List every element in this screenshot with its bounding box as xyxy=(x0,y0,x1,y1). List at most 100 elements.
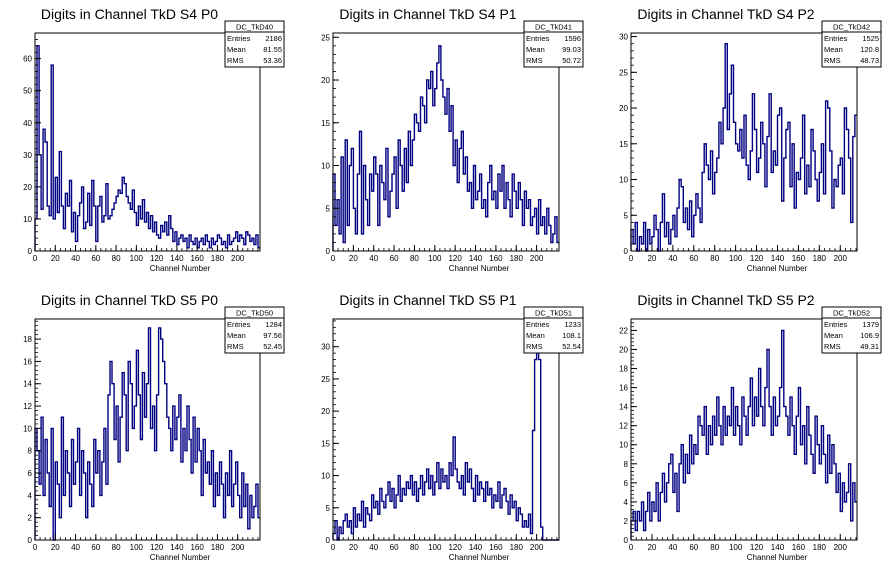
y-tick-label: 20 xyxy=(321,407,330,416)
x-tick-label: 200 xyxy=(530,254,544,263)
x-tick-label: 160 xyxy=(489,254,503,263)
x-tick-label: 60 xyxy=(689,254,698,263)
x-tick-label: 100 xyxy=(428,543,442,552)
histogram-series xyxy=(332,320,559,541)
y-tick-label: 4 xyxy=(624,498,629,507)
y-tick-label: 15 xyxy=(321,439,330,448)
y-tick-label: 0 xyxy=(624,536,629,545)
x-axis-label: Channel Number xyxy=(747,264,808,273)
x-tick-label: 180 xyxy=(211,543,225,552)
stats-name: DC_TkD52 xyxy=(833,309,870,318)
x-tick-label: 120 xyxy=(448,543,462,552)
y-tick-label: 20 xyxy=(321,76,330,85)
y-tick-label: 25 xyxy=(619,68,628,77)
x-tick-label: 180 xyxy=(813,254,827,263)
y-tick-label: 6 xyxy=(624,479,629,488)
x-tick-label: 60 xyxy=(390,254,399,263)
stats-value-mean: 97.56 xyxy=(263,331,282,340)
stats-value-mean: 108.1 xyxy=(562,331,581,340)
y-tick-label: 15 xyxy=(619,140,628,149)
x-tick-label: 20 xyxy=(51,543,60,552)
y-tick-label: 8 xyxy=(624,460,629,469)
histogram-panel-1: Digits in Channel TkD S4 P10 20 40 60 80 100 1… xyxy=(321,6,584,273)
x-tick-label: 200 xyxy=(530,543,544,552)
x-tick-label: 0 xyxy=(33,254,38,263)
x-tick-label: 40 xyxy=(71,254,80,263)
stats-key-entries: Entries xyxy=(227,34,251,43)
stats-value-rms: 52.54 xyxy=(562,342,581,351)
x-tick-label: 180 xyxy=(211,254,225,263)
y-tick-label: 30 xyxy=(23,151,32,160)
stats-value-entries: 1379 xyxy=(862,320,879,329)
stats-value-mean: 81.55 xyxy=(263,45,282,54)
y-tick-label: 30 xyxy=(619,33,628,42)
x-tick-label: 80 xyxy=(710,543,719,552)
y-tick-label: 5 xyxy=(326,504,331,513)
y-tick-label: 2 xyxy=(28,514,33,523)
stats-box xyxy=(523,306,584,354)
x-tick-label: 80 xyxy=(410,254,419,263)
x-tick-label: 120 xyxy=(150,254,164,263)
y-tick-label: 20 xyxy=(23,183,32,192)
x-axis-label: Channel Number xyxy=(449,553,510,562)
x-tick-label: 120 xyxy=(448,254,462,263)
chart-title: Digits in Channel TkD S4 P2 xyxy=(637,6,814,22)
stats-value-mean: 106.9 xyxy=(860,331,879,340)
stats-box xyxy=(224,306,285,354)
x-tick-label: 20 xyxy=(349,543,358,552)
histogram-series xyxy=(34,327,260,541)
y-tick-label: 0 xyxy=(326,536,331,545)
x-tick-label: 80 xyxy=(112,254,121,263)
y-tick-label: 25 xyxy=(321,33,330,42)
x-tick-label: 80 xyxy=(112,543,121,552)
x-tick-label: 200 xyxy=(231,254,245,263)
y-tick-label: 14 xyxy=(619,403,628,412)
stats-key-mean: Mean xyxy=(227,331,246,340)
x-tick-label: 200 xyxy=(231,543,245,552)
y-tick-label: 60 xyxy=(23,55,32,64)
x-tick-label: 180 xyxy=(510,254,524,263)
stats-value-rms: 50.72 xyxy=(562,56,581,65)
stats-box xyxy=(523,20,584,68)
y-tick-label: 0 xyxy=(28,247,33,256)
x-tick-label: 40 xyxy=(668,254,677,263)
y-tick-label: 25 xyxy=(321,375,330,384)
stats-value-rms: 52.45 xyxy=(263,342,282,351)
y-tick-label: 10 xyxy=(321,472,330,481)
x-tick-label: 0 xyxy=(629,543,634,552)
x-tick-label: 120 xyxy=(750,543,764,552)
x-tick-label: 140 xyxy=(170,254,184,263)
y-tick-label: 12 xyxy=(619,422,628,431)
y-tick-label: 0 xyxy=(624,247,629,256)
histogram-series xyxy=(34,45,260,251)
x-tick-label: 0 xyxy=(331,543,336,552)
x-tick-label: 180 xyxy=(510,543,524,552)
y-tick-label: 16 xyxy=(619,384,628,393)
stats-key-entries: Entries xyxy=(824,320,848,329)
stats-key-entries: Entries xyxy=(526,320,550,329)
x-tick-label: 60 xyxy=(91,254,100,263)
stats-key-entries: Entries xyxy=(526,34,550,43)
x-tick-label: 160 xyxy=(792,254,806,263)
x-tick-label: 160 xyxy=(190,543,204,552)
y-tick-label: 14 xyxy=(23,380,32,389)
histogram-series xyxy=(630,329,857,540)
y-tick-label: 50 xyxy=(23,87,32,96)
stats-key-rms: RMS xyxy=(227,56,244,65)
x-tick-label: 20 xyxy=(349,254,358,263)
x-tick-label: 200 xyxy=(834,543,848,552)
y-tick-label: 5 xyxy=(624,211,629,220)
x-tick-label: 120 xyxy=(750,254,764,263)
y-tick-label: 2 xyxy=(624,517,629,526)
y-tick-label: 40 xyxy=(23,119,32,128)
stats-key-rms: RMS xyxy=(526,342,543,351)
x-tick-label: 80 xyxy=(710,254,719,263)
stats-value-rms: 53.36 xyxy=(263,56,282,65)
stats-key-mean: Mean xyxy=(824,45,843,54)
x-tick-label: 40 xyxy=(369,254,378,263)
y-tick-label: 10 xyxy=(619,441,628,450)
x-tick-label: 60 xyxy=(689,543,698,552)
y-tick-label: 20 xyxy=(619,104,628,113)
stats-key-entries: Entries xyxy=(824,34,848,43)
chart-title: Digits in Channel TkD S5 P2 xyxy=(637,292,814,308)
